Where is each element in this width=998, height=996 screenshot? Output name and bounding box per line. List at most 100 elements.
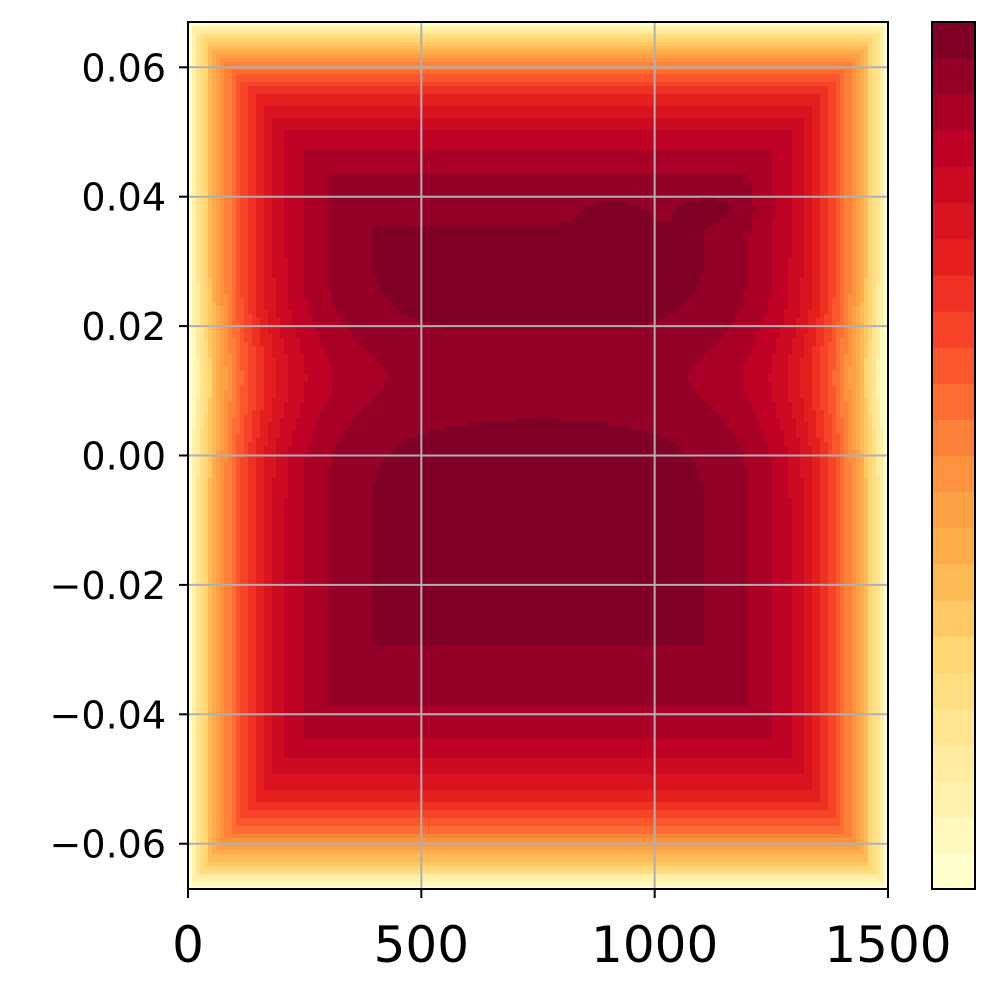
contour-cell [844, 210, 853, 215]
contour-cell [880, 530, 885, 535]
contour-cell [880, 486, 885, 491]
contour-cell [740, 442, 769, 447]
contour-cell [840, 522, 845, 527]
contour-cell [264, 446, 277, 451]
contour-cell [264, 190, 273, 195]
contour-cell [196, 370, 201, 375]
contour-cell [240, 274, 249, 279]
contour-cell [704, 490, 749, 495]
contour-cell [196, 166, 201, 171]
contour-cell [200, 202, 205, 207]
contour-cell [248, 498, 257, 503]
contour-cell [872, 218, 877, 223]
contour-cell [200, 410, 205, 415]
contour-cell [804, 542, 813, 547]
contour-cell [832, 450, 841, 455]
contour-cell [248, 470, 257, 475]
contour-cell [852, 174, 857, 179]
contour-cell [204, 526, 209, 531]
contour-cell [196, 78, 201, 83]
contour-cell [772, 382, 789, 387]
contour-cell [204, 390, 209, 395]
contour-cell [200, 446, 205, 451]
contour-cell [188, 146, 193, 151]
contour-cell [884, 82, 888, 87]
contour-cell [260, 338, 273, 343]
contour-cell [788, 374, 801, 379]
contour-cell [188, 510, 193, 515]
contour-cell [268, 314, 277, 319]
contour-cell [284, 502, 305, 507]
contour-cell [860, 350, 865, 355]
contour-cell [224, 286, 233, 291]
contour-cell [208, 450, 213, 455]
contour-cell [244, 338, 253, 343]
contour-cell [748, 562, 773, 567]
contour-cell [860, 370, 865, 375]
contour-cell [188, 62, 193, 67]
contour-cell [880, 138, 885, 143]
contour-cell [224, 418, 229, 423]
contour-cell [208, 342, 213, 347]
contour-cell [860, 54, 865, 59]
contour-cell [872, 98, 877, 103]
contour-cell [196, 362, 201, 367]
contour-cell [864, 426, 869, 431]
contour-cell [768, 442, 785, 447]
contour-cell [212, 502, 217, 507]
contour-cell [264, 282, 277, 287]
contour-cell [856, 270, 861, 275]
contour-cell [240, 342, 249, 347]
contour-cell [844, 150, 853, 155]
contour-cell [848, 370, 857, 375]
contour-cell [216, 114, 221, 119]
contour-cell [244, 442, 249, 447]
contour-cell [796, 318, 809, 323]
contour-cell [856, 138, 861, 143]
contour-cell [876, 494, 881, 499]
contour-cell [192, 366, 197, 371]
contour-cell [236, 298, 245, 303]
contour-cell [836, 214, 841, 219]
contour-cell [288, 494, 305, 499]
contour-cell [220, 62, 225, 67]
contour-cell [200, 162, 205, 167]
contour-cell [820, 170, 829, 175]
contour-cell [196, 74, 201, 79]
contour-cell [308, 450, 333, 455]
contour-cell [216, 214, 221, 219]
contour-cell [216, 506, 221, 511]
contour-cell [828, 458, 837, 463]
contour-cell [868, 234, 873, 239]
contour-cell [884, 510, 888, 515]
contour-cell [860, 546, 865, 551]
contour-cell [844, 438, 849, 443]
contour-cell [660, 318, 737, 323]
contour-cell [848, 334, 853, 339]
contour-cell [300, 338, 321, 343]
contour-cell [864, 106, 869, 111]
contour-cell [264, 550, 273, 555]
contour-cell [804, 482, 813, 487]
contour-cell [872, 114, 877, 119]
contour-cell [860, 302, 865, 307]
contour-cell [216, 494, 221, 499]
contour-cell [196, 502, 201, 507]
contour-cell [220, 358, 225, 363]
contour-cell [820, 502, 829, 507]
contour-cell [880, 234, 885, 239]
contour-cell [884, 138, 888, 143]
contour-cell [852, 558, 857, 563]
contour-cell [296, 326, 317, 331]
contour-cell [836, 206, 841, 211]
contour-cell [188, 282, 193, 287]
contour-cell [328, 226, 373, 231]
contour-cell [200, 278, 205, 283]
contour-cell [876, 170, 881, 175]
contour-cell [200, 166, 205, 171]
contour-cell [264, 390, 277, 395]
contour-cell [836, 162, 841, 167]
contour-cell [224, 462, 233, 467]
contour-cell [244, 370, 249, 375]
contour-cell [272, 270, 289, 275]
